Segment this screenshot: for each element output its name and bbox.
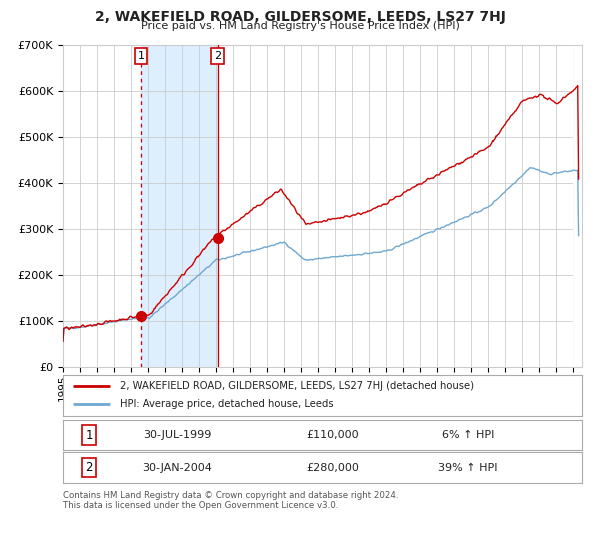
Text: 30-JAN-2004: 30-JAN-2004 [142,463,212,473]
Text: £280,000: £280,000 [307,463,359,473]
Text: 1: 1 [85,428,93,442]
Bar [574,45,582,367]
Text: HPI: Average price, detached house, Leeds: HPI: Average price, detached house, Leed… [120,399,334,409]
Text: £110,000: £110,000 [307,430,359,440]
Text: 2, WAKEFIELD ROAD, GILDERSOME, LEEDS, LS27 7HJ (detached house): 2, WAKEFIELD ROAD, GILDERSOME, LEEDS, LS… [120,381,474,391]
Text: 30-JUL-1999: 30-JUL-1999 [143,430,211,440]
Text: 6% ↑ HPI: 6% ↑ HPI [442,430,494,440]
Text: 2, WAKEFIELD ROAD, GILDERSOME, LEEDS, LS27 7HJ: 2, WAKEFIELD ROAD, GILDERSOME, LEEDS, LS… [95,10,505,24]
Text: Contains HM Land Registry data © Crown copyright and database right 2024.
This d: Contains HM Land Registry data © Crown c… [63,491,398,510]
Text: 2: 2 [214,51,221,61]
Text: 2: 2 [85,461,93,474]
Text: 39% ↑ HPI: 39% ↑ HPI [438,463,497,473]
Text: Price paid vs. HM Land Registry's House Price Index (HPI): Price paid vs. HM Land Registry's House … [140,21,460,31]
Bar [141,45,218,367]
Text: 1: 1 [137,51,145,61]
